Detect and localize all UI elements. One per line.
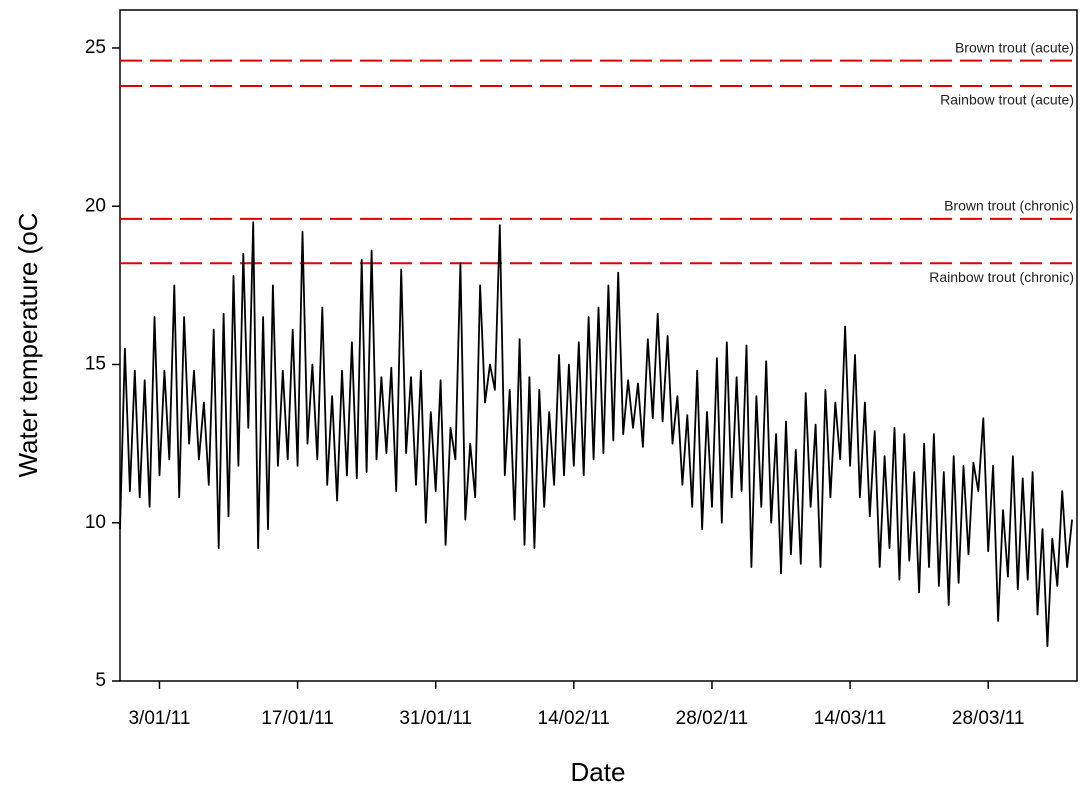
y-tick-label: 20 bbox=[85, 195, 106, 216]
x-tick-label: 14/03/11 bbox=[814, 708, 887, 729]
x-tick-label: 31/01/11 bbox=[399, 708, 472, 729]
x-tick-label: 3/01/11 bbox=[128, 708, 190, 729]
x-tick-label: 17/01/11 bbox=[261, 708, 334, 729]
y-axis-title: Water temperature (oC bbox=[13, 213, 43, 478]
y-tick-label: 5 bbox=[95, 670, 106, 691]
x-tick-label: 28/03/11 bbox=[952, 708, 1025, 729]
reference-label: Brown trout (chronic) bbox=[944, 198, 1074, 214]
reference-label: Brown trout (acute) bbox=[955, 39, 1074, 55]
x-tick-label: 14/02/11 bbox=[538, 708, 611, 729]
reference-label: Rainbow trout (chronic) bbox=[929, 269, 1074, 285]
y-tick-label: 25 bbox=[85, 37, 106, 58]
y-tick-label: 10 bbox=[85, 512, 106, 533]
y-tick-label: 15 bbox=[85, 354, 106, 375]
x-tick-label: 28/02/11 bbox=[676, 708, 749, 729]
plot-frame bbox=[119, 9, 1078, 682]
x-axis-title: Date bbox=[571, 757, 626, 787]
data-line bbox=[119, 221, 1073, 648]
reference-label: Rainbow trout (acute) bbox=[940, 92, 1074, 108]
